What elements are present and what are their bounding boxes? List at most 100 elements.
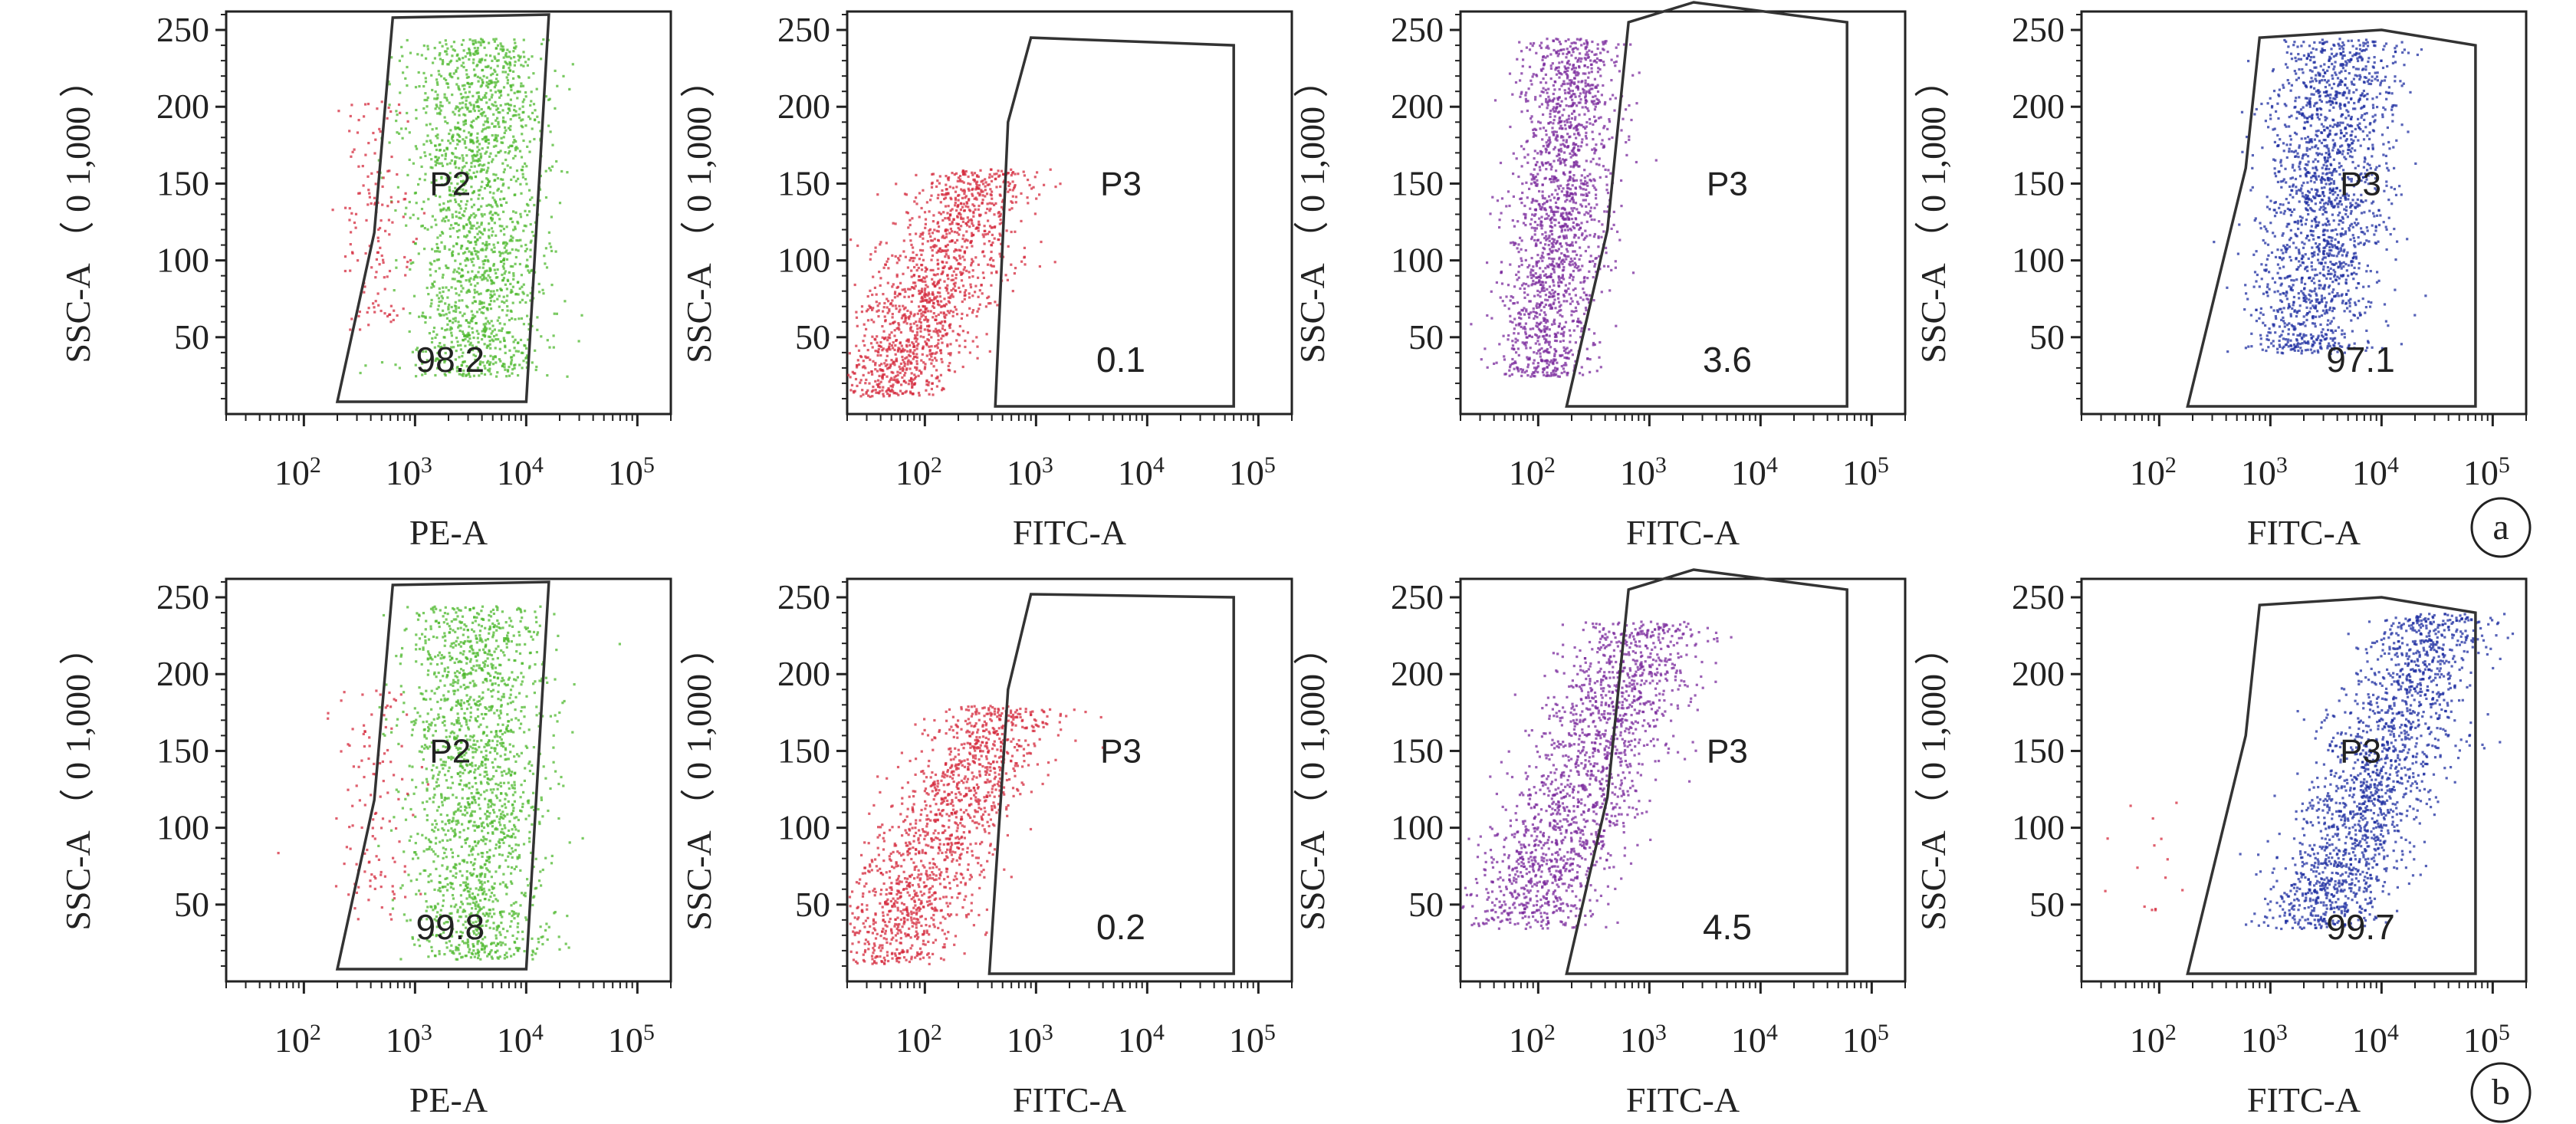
data-point <box>1549 109 1552 113</box>
data-point <box>1525 100 1528 103</box>
data-point <box>1566 199 1569 202</box>
data-point <box>406 261 409 264</box>
data-point <box>401 136 404 140</box>
data-point <box>991 233 994 236</box>
data-point <box>924 307 927 311</box>
data-point <box>443 93 446 96</box>
data-point <box>879 353 882 357</box>
data-point <box>519 338 523 341</box>
data-point <box>1550 245 1553 248</box>
data-point <box>485 346 488 350</box>
data-point <box>568 87 571 90</box>
data-point <box>1579 246 1582 249</box>
data-point <box>1572 41 1576 44</box>
data-point <box>1585 136 1588 140</box>
data-point <box>922 258 925 261</box>
data-point <box>1532 174 1535 177</box>
x-axis-title: PE-A <box>409 513 488 552</box>
data-point <box>1564 351 1568 354</box>
data-point <box>1543 305 1546 308</box>
data-point <box>426 359 429 362</box>
data-point <box>1533 214 1536 217</box>
data-point <box>928 297 932 300</box>
data-point <box>1573 257 1576 260</box>
data-point <box>874 350 877 353</box>
data-point <box>431 248 434 251</box>
data-point <box>876 341 879 344</box>
data-point <box>421 224 424 228</box>
data-point <box>881 376 884 379</box>
data-point <box>910 300 913 304</box>
data-point <box>1539 224 1543 227</box>
data-point <box>414 145 417 148</box>
data-point <box>1579 38 1582 41</box>
data-point <box>450 334 453 337</box>
data-point <box>468 169 472 172</box>
data-point <box>1600 291 1603 294</box>
data-point <box>462 166 465 169</box>
data-point <box>472 264 475 267</box>
data-point <box>487 274 490 277</box>
data-point <box>472 171 475 174</box>
data-point <box>530 100 533 103</box>
data-point <box>455 210 458 213</box>
data-point <box>454 159 457 163</box>
data-point <box>488 98 491 101</box>
data-point <box>476 64 479 67</box>
data-point <box>507 73 510 76</box>
data-point <box>1538 313 1542 316</box>
data-point <box>458 166 461 169</box>
data-point <box>1556 311 1559 314</box>
data-point <box>1576 38 1579 41</box>
data-point <box>1539 283 1542 286</box>
data-point <box>412 240 415 244</box>
data-point <box>918 305 921 308</box>
data-point <box>965 224 969 227</box>
data-point <box>1571 197 1574 200</box>
data-point <box>435 159 439 162</box>
data-point <box>896 370 899 373</box>
data-point <box>931 232 935 235</box>
data-point <box>1541 335 1544 338</box>
data-point <box>515 169 519 173</box>
data-point <box>1567 217 1570 220</box>
data-point <box>895 327 899 330</box>
data-point <box>1551 127 1554 130</box>
data-point <box>424 92 427 95</box>
data-point <box>865 310 869 313</box>
data-point <box>886 339 889 342</box>
data-point <box>503 246 506 249</box>
data-point <box>1545 359 1549 362</box>
data-point <box>883 315 886 318</box>
data-point <box>511 84 514 87</box>
data-point <box>1577 317 1580 320</box>
data-point <box>472 107 475 110</box>
data-point <box>922 305 925 308</box>
data-point <box>1533 181 1536 184</box>
data-point <box>904 317 907 320</box>
data-point <box>949 296 952 300</box>
data-point <box>1562 363 1566 366</box>
data-point <box>393 289 396 292</box>
data-point <box>429 316 432 319</box>
data-point <box>1605 246 1608 249</box>
data-point <box>513 139 516 142</box>
data-point <box>350 212 353 215</box>
data-point <box>417 350 420 353</box>
data-point <box>386 117 389 120</box>
data-point <box>933 228 936 232</box>
data-point <box>1543 311 1546 314</box>
data-point <box>895 392 899 395</box>
data-point <box>383 288 386 291</box>
data-point <box>510 359 514 362</box>
data-point <box>1584 106 1587 109</box>
data-point <box>472 278 475 281</box>
data-point <box>1601 139 1604 142</box>
data-point <box>1608 289 1612 292</box>
data-point <box>1565 258 1568 261</box>
data-point <box>512 228 515 232</box>
data-point <box>1553 298 1556 301</box>
data-point <box>505 55 508 58</box>
data-point <box>971 269 974 272</box>
data-point <box>458 57 461 60</box>
